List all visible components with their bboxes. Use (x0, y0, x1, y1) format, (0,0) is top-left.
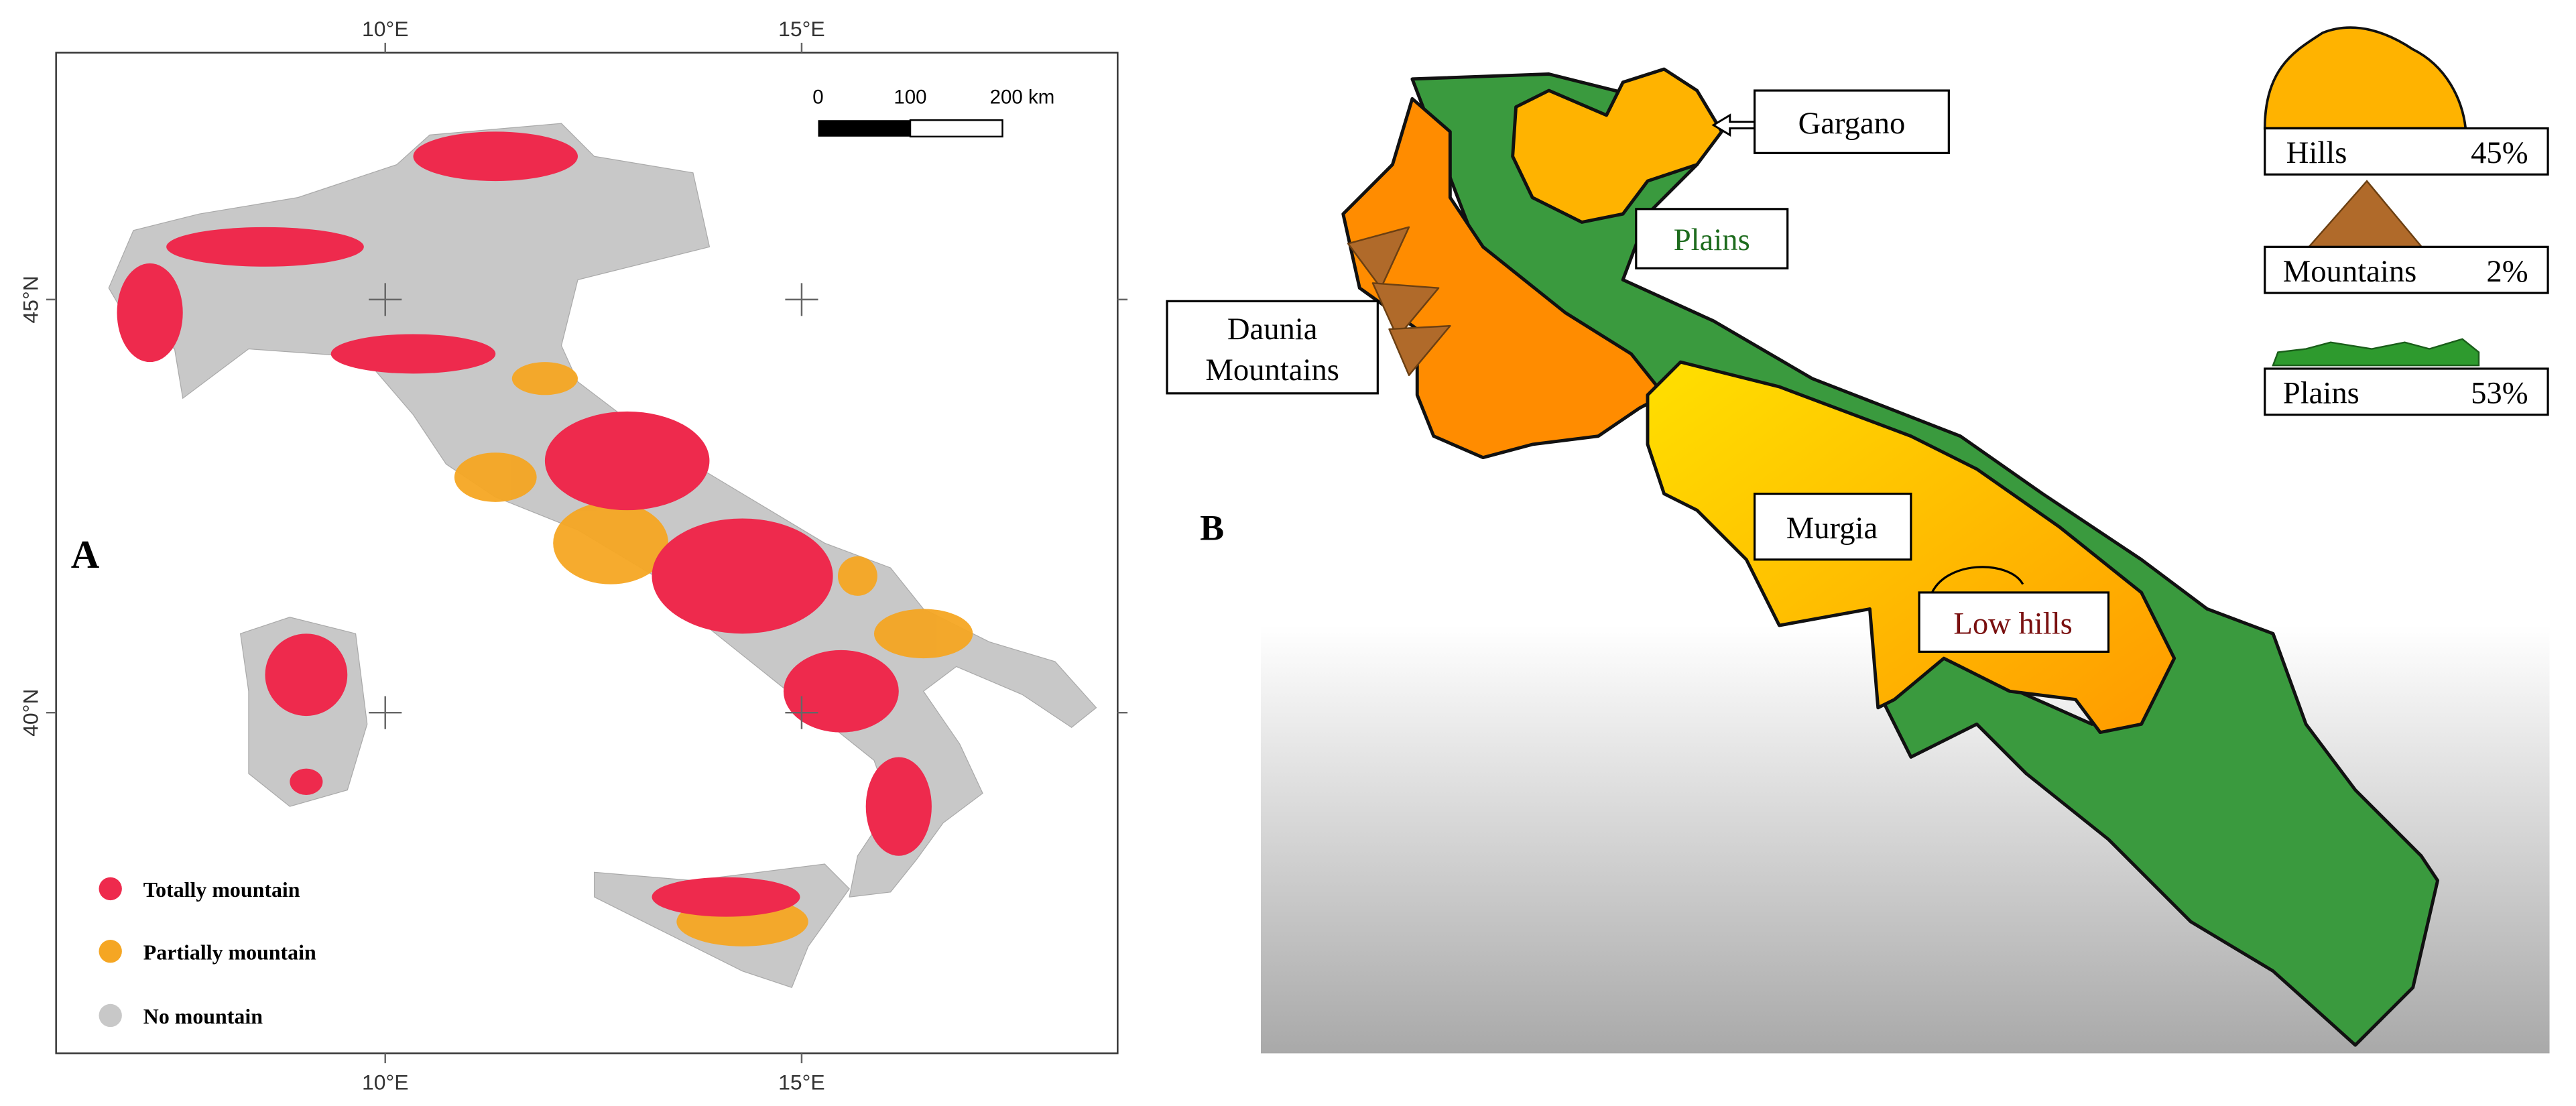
legend-share: 2% (2486, 254, 2528, 289)
area (413, 131, 578, 182)
legend-share: 45% (2471, 135, 2528, 170)
region-label: Mountains (1205, 353, 1339, 387)
panel-label: A (71, 532, 100, 576)
scale-segment (909, 119, 1003, 138)
area (330, 334, 496, 374)
arrow (1711, 113, 1755, 137)
mountain-icon (1388, 324, 1451, 377)
scale-label: 0 (812, 86, 823, 109)
partial-mountain-areas (454, 362, 973, 946)
hills-icon (2263, 26, 2467, 130)
legend-swatch (99, 1003, 122, 1028)
legend-box (2264, 127, 2549, 176)
region-labels: Gargano Plains Daunia Mountains Murgia L… (1166, 89, 2110, 653)
region-label: Murgia (1786, 511, 1878, 546)
mountains-icon (2304, 180, 2427, 251)
area (454, 452, 537, 502)
area (783, 650, 899, 733)
x-label: 10°E (362, 1070, 409, 1094)
region-label: Daunia (1227, 312, 1318, 347)
area (117, 263, 183, 363)
daunia-region (1341, 97, 1666, 460)
legend: Hills 45% Mountains 2% Plains 53% (2263, 26, 2549, 416)
label-box (1753, 89, 1950, 154)
x-label: 15°E (778, 17, 825, 41)
panel-b: Gargano Plains Daunia Mountains Murgia L… (1166, 26, 2550, 1054)
scale-label: 200 km (990, 86, 1055, 109)
legend-label: Plains (2283, 376, 2359, 411)
tick (46, 42, 1128, 1064)
region-label: Plains (1674, 223, 1750, 257)
hill-outline (1929, 566, 2024, 597)
legend-box (2264, 367, 2549, 416)
scale-segment (818, 120, 910, 137)
area (265, 633, 348, 717)
legend: Totally mountain Partially mountain No m… (99, 877, 316, 1028)
cross (369, 283, 818, 729)
x-label: 15°E (778, 1070, 825, 1094)
plains-icon (2272, 338, 2480, 367)
label-box (1166, 300, 1379, 395)
graticule-crosses (46, 42, 1128, 1064)
label-box (1635, 208, 1789, 269)
area (837, 556, 877, 596)
panel-label: B (1200, 507, 1224, 548)
legend-swatch (99, 877, 122, 901)
gargano-region (1511, 67, 1723, 224)
mountain-icon (1347, 226, 1410, 289)
area (290, 768, 323, 795)
area (873, 609, 973, 659)
area (652, 877, 800, 917)
legend-swatch (99, 940, 122, 963)
legend-label: Mountains (2283, 254, 2417, 289)
label-box (1918, 591, 2110, 653)
panel-a: 10°E 15°E 10°E 15°E 45°N 40°N 0 100 200 … (19, 17, 1128, 1094)
legend-box (2264, 245, 2549, 294)
region-label: Gargano (1798, 106, 1906, 141)
region-label: Low hills (1953, 606, 2073, 641)
legend-label: No mountain (143, 1005, 263, 1028)
legend-label: Hills (2286, 135, 2347, 170)
legend-label: Partially mountain (143, 940, 316, 964)
scale-label: 100 (894, 86, 926, 109)
area (166, 227, 364, 267)
area (544, 411, 710, 511)
axis-labels: 10°E 15°E 10°E 15°E 45°N 40°N (19, 17, 825, 1094)
area (652, 518, 833, 634)
legend-share: 53% (2471, 376, 2528, 411)
y-label: 45°N (19, 275, 43, 323)
mountain-icon (1371, 282, 1440, 339)
legend-label: Totally mountain (143, 878, 300, 902)
label-box (1753, 493, 1912, 561)
total-mountain-areas (117, 131, 932, 917)
area (865, 757, 932, 856)
area (553, 501, 669, 585)
area (511, 362, 578, 395)
y-label: 40°N (19, 689, 43, 737)
mountain-icons (1347, 226, 1451, 377)
x-label: 10°E (362, 17, 409, 41)
scale-bar: 0 100 200 km (812, 86, 1055, 138)
